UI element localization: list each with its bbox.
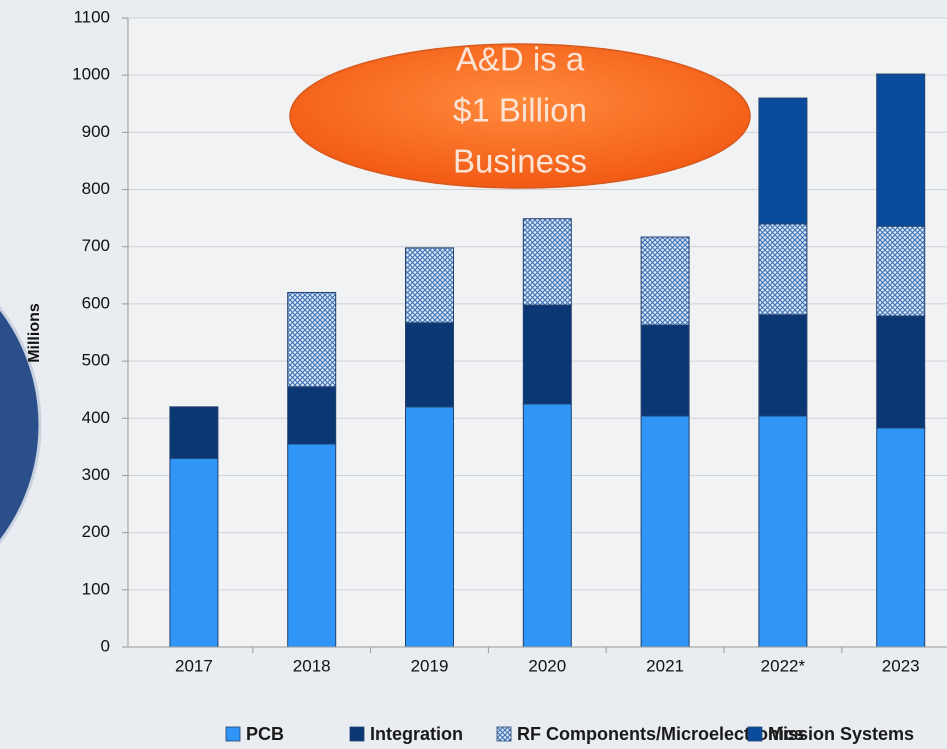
legend-swatch (349, 726, 365, 742)
bar-segment (876, 315, 926, 429)
annotation-text: A&D is a (456, 41, 585, 78)
bar-segment (287, 386, 337, 445)
y-tick-label: 800 (82, 179, 110, 198)
legend-swatch (747, 726, 763, 742)
bar-segment (522, 218, 572, 306)
bar-segment (640, 236, 690, 326)
legend-label: RF Components/Microelectronics (517, 724, 804, 744)
y-tick-label: 0 (101, 636, 110, 655)
bar-segment (758, 97, 808, 225)
x-tick-label: 2020 (528, 656, 566, 675)
annotation-text: $1 Billion (453, 92, 587, 129)
bar-segment (522, 403, 572, 648)
bar-segment (876, 225, 926, 317)
y-tick-label: 300 (82, 465, 110, 484)
decor-circle (0, 306, 42, 544)
bar-segment (287, 291, 337, 388)
x-tick-label: 2017 (175, 656, 213, 675)
legend-swatch (496, 726, 512, 742)
y-tick-label: 400 (82, 408, 110, 427)
y-tick-label: 600 (82, 293, 110, 312)
annotation-text: Business (453, 143, 587, 180)
x-tick-label: 2018 (293, 656, 331, 675)
y-axis-label: Millions (26, 303, 43, 363)
y-tick-label: 500 (82, 351, 110, 370)
bar-segment (405, 322, 454, 408)
bar-segment (640, 324, 690, 417)
x-tick-label: 2021 (646, 656, 684, 675)
bar-segment (758, 415, 808, 648)
legend-label: Mission Systems (768, 724, 914, 744)
bar-segment (876, 427, 926, 648)
x-tick-label: 2023 (882, 656, 920, 675)
bar-segment (169, 406, 219, 459)
y-tick-label: 1100 (73, 7, 110, 26)
bar-segment (640, 415, 690, 648)
bar-segment (876, 73, 926, 227)
bar-segment (405, 406, 454, 648)
y-tick-label: 700 (82, 236, 110, 255)
annotation-bubble (289, 43, 751, 189)
x-tick-label: 2022* (761, 656, 806, 675)
bar-segment (169, 457, 219, 648)
bar-segment (758, 314, 808, 417)
bar-segment (405, 247, 454, 324)
legend-label: Integration (370, 724, 463, 744)
legend-swatch (225, 726, 241, 742)
y-tick-label: 900 (82, 122, 110, 141)
y-tick-label: 100 (82, 579, 110, 598)
bar-segment (522, 304, 572, 405)
y-tick-label: 200 (82, 522, 110, 541)
x-tick-label: 2019 (411, 656, 449, 675)
bar-segment (287, 443, 337, 648)
bar-segment (758, 223, 808, 316)
legend-label: PCB (246, 724, 284, 744)
y-tick-label: 1000 (72, 65, 110, 84)
